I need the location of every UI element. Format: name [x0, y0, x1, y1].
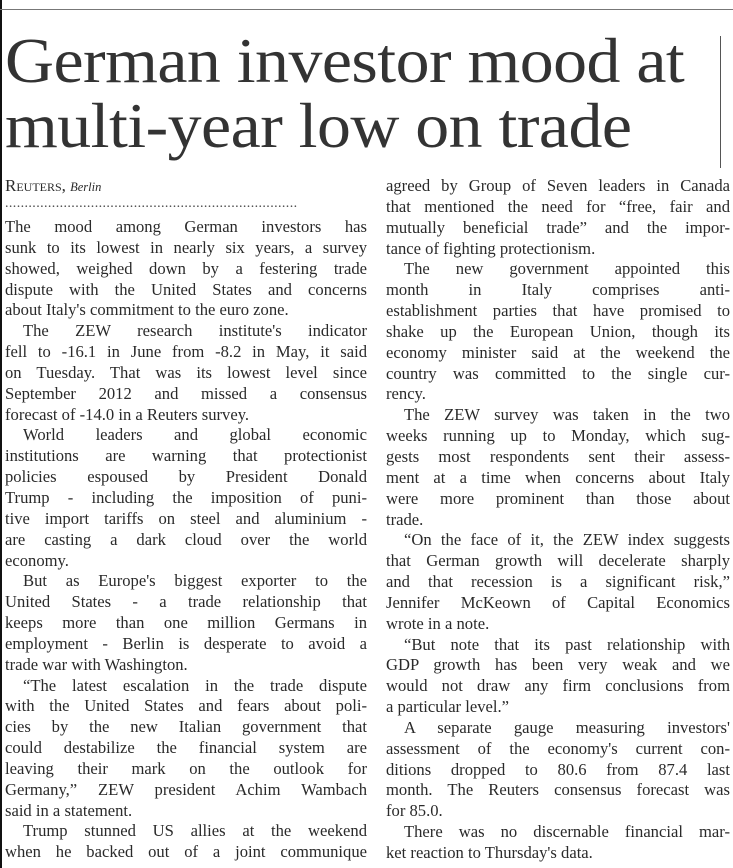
- text-line: Germany,” ZEW president Achim Wambach: [5, 779, 367, 799]
- text-line: are casting a dark cloud over the world: [5, 529, 367, 549]
- text-line: Jennifer McKeown of Capital Economics: [386, 592, 730, 612]
- text-line: employment - Berlin is desperate to avoi…: [5, 633, 367, 653]
- text-line: rency.: [386, 384, 426, 404]
- text-line: ket reaction to Thursday's data.: [386, 843, 593, 862]
- text-line: ment at a time when concerns about Italy: [386, 467, 730, 487]
- text-line: economy.: [5, 550, 69, 570]
- text-line: shake up the European Union, though its: [386, 321, 730, 341]
- byline-city: Berlin: [70, 180, 102, 194]
- text-line: dispute with the United States and conce…: [5, 279, 367, 299]
- text-line: about Italy's commitment to the euro zon…: [5, 300, 289, 320]
- text-line: “But note that its past relationship wit…: [404, 634, 730, 654]
- text-line: month in Italy comprises anti-: [386, 280, 730, 300]
- article-column-right: agreed by Group of Seven leaders in Cana…: [386, 176, 730, 864]
- text-line: were more prominent than those about: [386, 488, 730, 508]
- text-line: on Tuesday. That was its lowest level si…: [5, 362, 367, 382]
- article-paragraph: The new government appointed this month i…: [386, 259, 730, 405]
- text-line: A separate gauge measuring investors': [404, 717, 730, 737]
- text-line: sunk to its lowest in nearly six years, …: [5, 237, 367, 257]
- text-line: that mentioned the need for “free, fair …: [386, 196, 730, 216]
- text-line: establishment parties that have promised…: [386, 301, 730, 321]
- text-line: that German growth will decelerate sharp…: [386, 551, 730, 571]
- dotted-separator: ........................................…: [5, 197, 298, 211]
- text-line: and that recession is a significant risk…: [386, 572, 730, 592]
- text-line: forecast of -14.0 in a Reuters survey.: [5, 404, 250, 424]
- article-paragraph: The ZEW survey was taken in the two weeks…: [386, 405, 730, 530]
- text-line: GDP growth has been very weak and we: [386, 655, 730, 675]
- text-line: The ZEW research institute's indicator: [23, 321, 367, 341]
- clipping-left-edge: [0, 0, 2, 868]
- text-line: assessment of the economy's current con-: [386, 738, 730, 758]
- text-line: gests most respondents sent their assess…: [386, 446, 730, 466]
- text-line: policies espoused by President Donald: [5, 467, 367, 487]
- text-line: leaving their mark on the outlook for: [5, 758, 367, 778]
- headline-line: multi-year low on trade: [5, 90, 632, 161]
- text-line: wrote in a note.: [386, 613, 490, 633]
- text-line: said in a statement.: [5, 800, 133, 820]
- text-line: keeps more than one million Germans in: [5, 613, 367, 633]
- headline-line: German investor mood at: [5, 25, 685, 96]
- headline: German investor mood at multi-year low o…: [5, 28, 685, 158]
- text-line: weeks running up to Monday, which sug-: [386, 426, 730, 446]
- text-line: would not draw any firm conclusions from: [386, 676, 730, 696]
- text-line: month. The Reuters consensus forecast wa…: [386, 780, 730, 800]
- text-line: The mood among German investors has: [5, 217, 367, 236]
- text-line: economy minister said at the weekend the: [386, 342, 730, 362]
- text-line: fell to -16.1 in June from -8.2 in May, …: [5, 342, 367, 362]
- article-paragraph: World leaders and global economic institu…: [5, 425, 367, 571]
- text-line: Trump - including the imposition of puni…: [5, 487, 367, 507]
- text-line: “The latest escalation in the trade disp…: [23, 675, 367, 695]
- text-line: could destabilize the financial system a…: [5, 738, 367, 758]
- byline-agency: Reuters,: [5, 176, 66, 195]
- text-line: institutions are warning that protection…: [5, 446, 367, 466]
- article-paragraph: Trump stunned US allies at the weekend wh…: [5, 821, 367, 863]
- article-paragraph: But as Europe's biggest exporter to the U…: [5, 571, 367, 675]
- text-line: The new government appointed this: [404, 259, 730, 279]
- text-line: mutually beneficial trade” and the impor…: [386, 217, 730, 237]
- article-paragraph: The mood among German investors has sunk …: [5, 217, 367, 321]
- text-line: There was no discernable financial mar-: [404, 822, 730, 842]
- column-rule: [720, 36, 721, 168]
- article-paragraph: “The latest escalation in the trade disp…: [5, 676, 367, 822]
- article-paragraph: “On the face of it, the ZEW index sugges…: [386, 530, 730, 634]
- article-paragraph: agreed by Group of Seven leaders in Cana…: [386, 176, 730, 259]
- text-line: cies by the new Italian government that: [5, 717, 367, 737]
- text-line: trade.: [386, 509, 424, 529]
- byline: Reuters, Berlin: [5, 176, 367, 197]
- article-paragraph: The ZEW research institute's indicator fe…: [5, 321, 367, 425]
- text-line: country was committed to the single cur-: [386, 363, 730, 383]
- text-line: World leaders and global economic: [23, 425, 367, 445]
- text-line: trade war with Washington.: [5, 654, 188, 674]
- text-line: “On the face of it, the ZEW index sugges…: [404, 530, 730, 550]
- text-line: for 85.0.: [386, 801, 443, 821]
- article-column-left: Reuters, Berlin ........................…: [5, 176, 367, 863]
- text-line: Trump stunned US allies at the weekend: [23, 821, 367, 841]
- text-line: showed, weighed down by a festering trad…: [5, 258, 367, 278]
- article-paragraph: There was no discernable financial mar-k…: [386, 822, 730, 864]
- text-line: with the United States and fears about p…: [5, 696, 367, 716]
- text-line: when he backed out of a joint communique: [5, 842, 367, 862]
- article-paragraph: A separate gauge measuring investors' ass…: [386, 718, 730, 822]
- text-line: The ZEW survey was taken in the two: [404, 405, 730, 425]
- text-line: tive import tariffs on steel and alumini…: [5, 508, 367, 528]
- text-line: ditions dropped to 80.6 from 87.4 last: [386, 759, 730, 779]
- text-line: a particular level.”: [386, 697, 509, 717]
- text-line: agreed by Group of Seven leaders in Cana…: [386, 176, 730, 195]
- top-rule: [0, 9, 733, 10]
- text-line: September 2012 and missed a consensus: [5, 383, 367, 403]
- text-line: United States - a trade relationship tha…: [5, 592, 367, 612]
- article-paragraph: “But note that its past relationship wit…: [386, 635, 730, 718]
- text-line: tance of fighting protectionism.: [386, 238, 596, 258]
- text-line: But as Europe's biggest exporter to the: [23, 571, 367, 591]
